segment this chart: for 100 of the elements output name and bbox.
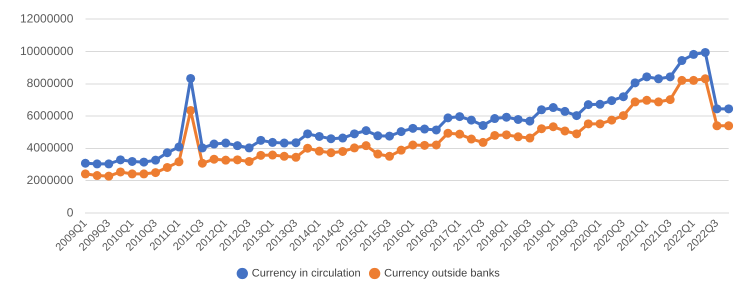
point	[256, 136, 266, 145]
point	[408, 124, 418, 133]
point	[700, 74, 710, 84]
point	[314, 146, 324, 156]
point	[666, 72, 675, 82]
point	[724, 104, 734, 114]
point	[478, 138, 488, 147]
point	[502, 130, 511, 140]
point	[116, 167, 125, 176]
point	[314, 132, 324, 141]
point	[478, 120, 488, 130]
point	[443, 113, 452, 122]
point	[712, 121, 722, 130]
legend-label: Currency outside banks	[384, 268, 500, 280]
point	[338, 146, 348, 156]
point	[116, 155, 125, 164]
point	[548, 122, 558, 132]
point	[350, 129, 359, 138]
point	[338, 134, 348, 143]
point	[525, 116, 534, 126]
point	[432, 125, 441, 134]
point	[584, 100, 593, 110]
point	[80, 169, 90, 178]
point	[396, 127, 406, 136]
point	[362, 126, 371, 136]
point	[162, 148, 172, 158]
point	[280, 138, 289, 148]
point	[384, 132, 394, 141]
point	[630, 97, 640, 106]
point	[232, 141, 242, 150]
point	[525, 134, 534, 143]
point	[384, 152, 394, 161]
point	[607, 116, 616, 125]
point	[373, 150, 382, 159]
point	[630, 78, 640, 88]
point	[268, 138, 278, 147]
y-tick-label: 10000000	[20, 44, 74, 58]
point	[326, 148, 336, 158]
legend-label: Currency in circulation	[252, 268, 361, 280]
point	[186, 74, 196, 83]
point	[151, 168, 160, 178]
point	[139, 158, 148, 167]
point	[537, 124, 546, 134]
y-tick-label: 6000000	[26, 108, 74, 122]
point	[560, 106, 570, 116]
point	[244, 156, 254, 166]
point	[572, 129, 582, 138]
point	[584, 119, 593, 128]
point	[514, 114, 523, 124]
point	[174, 142, 184, 152]
point	[466, 134, 476, 144]
point	[677, 76, 686, 85]
point	[362, 141, 371, 150]
point	[80, 158, 90, 168]
point	[689, 50, 698, 59]
point	[128, 169, 137, 178]
point	[303, 144, 312, 153]
point	[244, 143, 254, 152]
y-tick-label: 8000000	[26, 76, 74, 90]
point	[712, 104, 722, 114]
point	[104, 172, 114, 181]
y-tick-label: 0	[66, 205, 74, 220]
point	[373, 131, 382, 140]
point	[291, 138, 300, 148]
point	[443, 128, 452, 138]
point	[432, 140, 441, 150]
point	[466, 116, 476, 125]
point	[700, 48, 710, 57]
point	[420, 140, 430, 150]
point	[408, 140, 418, 150]
point	[326, 134, 336, 144]
point	[502, 112, 511, 122]
y-tick-label: 12000000	[20, 12, 74, 26]
point	[514, 132, 523, 142]
point	[174, 157, 184, 166]
point	[596, 100, 605, 109]
point	[256, 150, 266, 160]
point	[642, 72, 652, 82]
point	[654, 97, 663, 106]
point	[654, 74, 663, 84]
y-tick-label: 2000000	[26, 173, 74, 187]
point	[151, 156, 160, 165]
point	[548, 103, 558, 112]
point	[455, 112, 464, 122]
point	[666, 95, 675, 104]
y-tick-label: 4000000	[26, 140, 74, 155]
point	[198, 143, 207, 152]
point	[420, 124, 430, 134]
point	[724, 121, 734, 130]
point	[618, 111, 628, 120]
point	[162, 162, 172, 172]
point	[210, 140, 219, 149]
point	[221, 138, 230, 148]
point	[560, 126, 570, 136]
point	[210, 154, 219, 164]
point	[596, 119, 605, 128]
point	[537, 105, 546, 114]
point	[232, 155, 242, 164]
point	[291, 152, 300, 162]
point	[490, 114, 500, 124]
